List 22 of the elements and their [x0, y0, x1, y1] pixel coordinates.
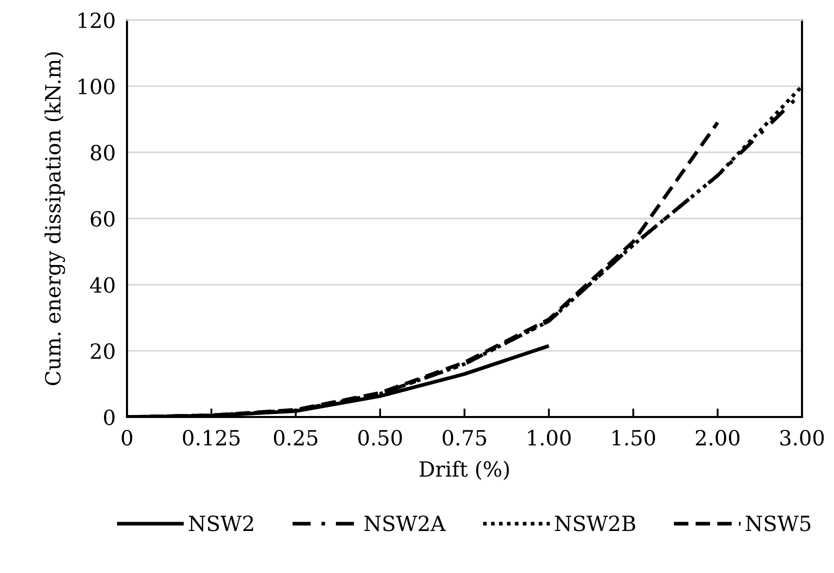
y-axis-title: Cum. energy dissipation (kN.m): [44, 52, 66, 386]
x-tick-label: 0.125: [182, 430, 240, 446]
legend-label: NSW2: [188, 516, 254, 532]
legend-label: NSW2A: [364, 516, 446, 532]
y-tick-label: 120: [78, 12, 115, 28]
x-tick-label: 0: [122, 430, 132, 446]
x-tick-label: 1.50: [612, 430, 656, 446]
y-tick-label: 80: [90, 144, 115, 161]
legend-label: NSW2B: [554, 516, 636, 532]
x-axis-title: Drift (%): [420, 460, 509, 480]
x-tick-label: 2.00: [696, 430, 740, 446]
x-tick-label: 0.25: [274, 430, 318, 446]
x-tick-label: 0.50: [358, 430, 402, 446]
y-tick-label: 0: [104, 409, 115, 426]
y-tick-label: 40: [90, 277, 115, 293]
y-tick-label: 100: [78, 78, 115, 94]
legend-label: NSW5: [746, 516, 810, 532]
x-tick-label: 1.00: [528, 430, 571, 446]
x-tick-label: 3.00: [780, 430, 824, 446]
x-tick-label: 0.75: [442, 430, 486, 446]
y-tick-label: 20: [90, 343, 115, 360]
y-tick-label: 60: [90, 210, 115, 227]
